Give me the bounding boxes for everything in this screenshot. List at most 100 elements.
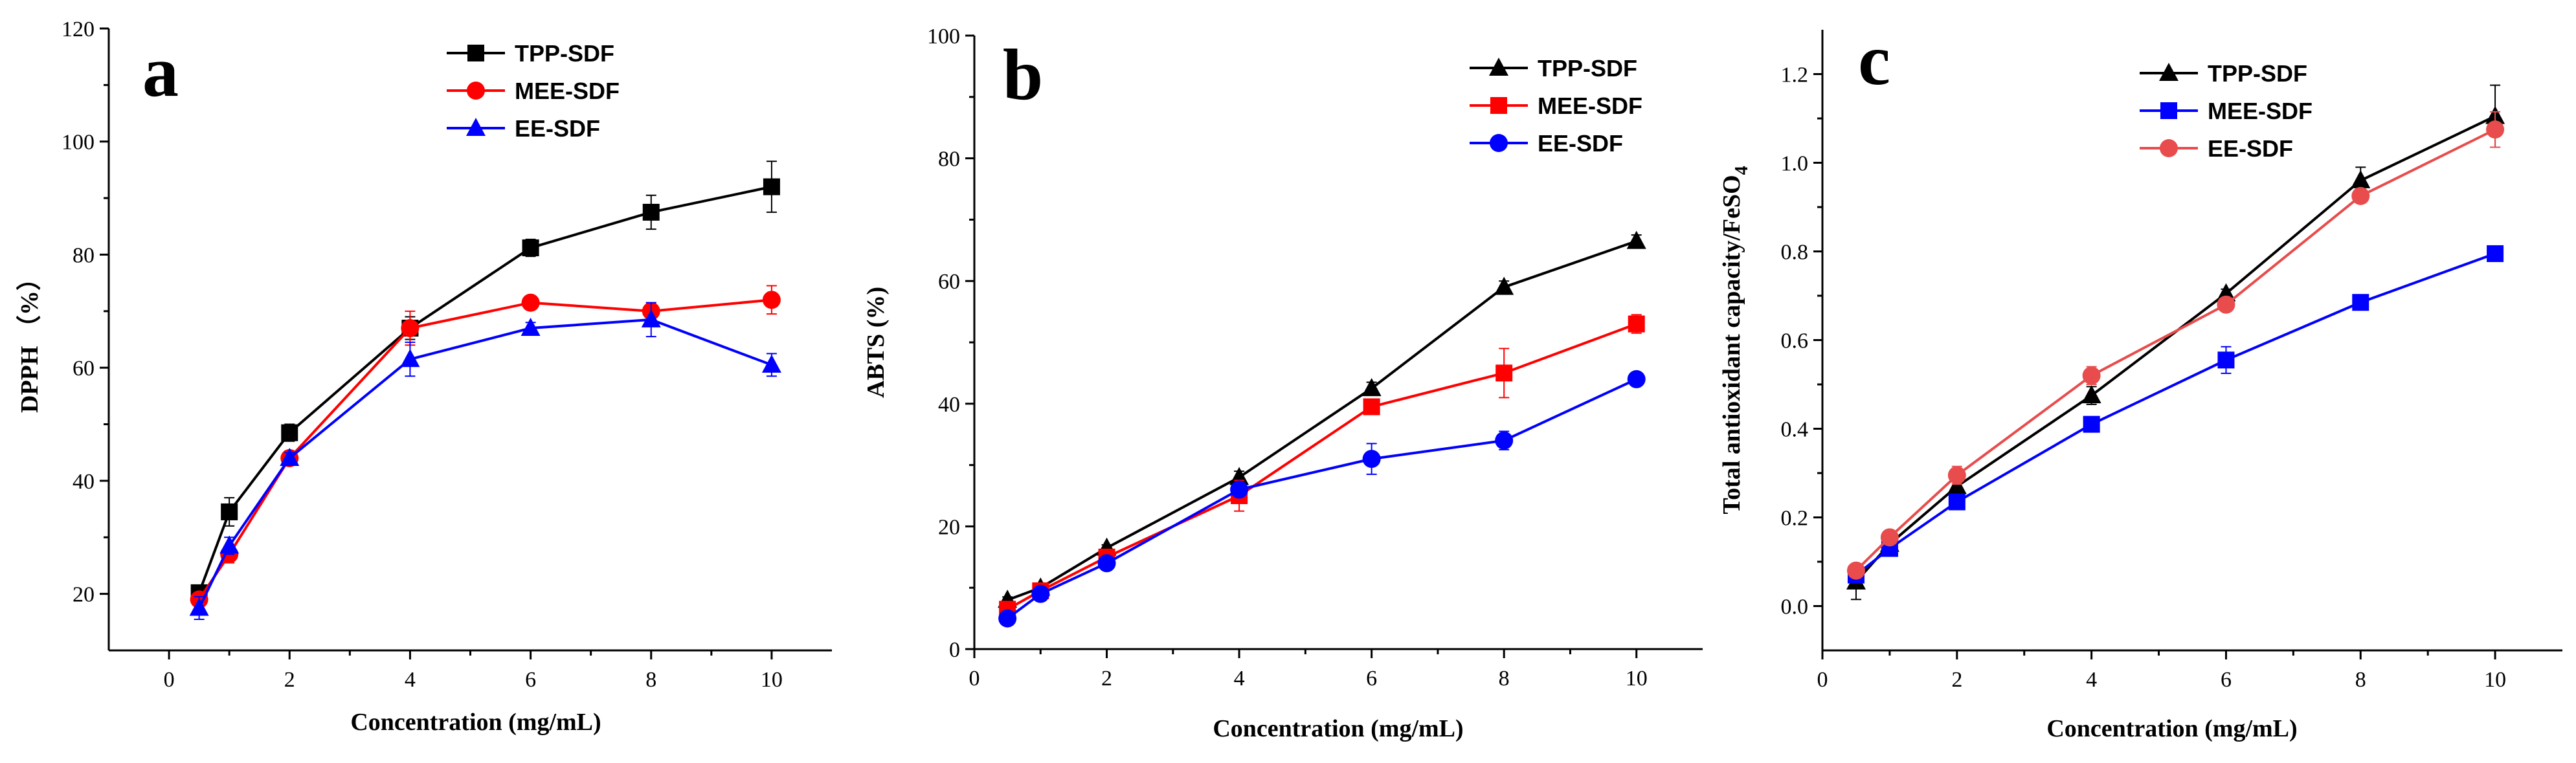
legend-marker bbox=[2160, 139, 2178, 157]
data-point bbox=[401, 319, 420, 338]
chart-panel-c: 0.0 0.2 0.4 0.6 0.8 1.0 1.2 0 2 4 6 8 10 Concentratio… bbox=[1718, 20, 2562, 742]
data-point bbox=[2351, 186, 2370, 205]
x-axis-title: Concentration (mg/mL) bbox=[350, 709, 601, 736]
y-tick-label: 0.2 bbox=[1781, 507, 1809, 531]
data-point bbox=[2352, 294, 2369, 311]
legend-marker bbox=[467, 82, 485, 100]
data-point bbox=[1495, 431, 1514, 450]
data-point bbox=[762, 291, 781, 309]
y-tick-label: 0.0 bbox=[1781, 595, 1809, 619]
x-tick-label: 8 bbox=[645, 668, 656, 692]
x-tick-label: 6 bbox=[2221, 668, 2232, 692]
data-point bbox=[1627, 370, 1646, 388]
data-point bbox=[642, 203, 660, 221]
data-point bbox=[1495, 364, 1513, 382]
y-tick-label: 100 bbox=[927, 25, 960, 49]
x-tick-label: 4 bbox=[1234, 667, 1245, 691]
series-line bbox=[1855, 115, 2496, 583]
legend-label: TPP-SDF bbox=[1538, 55, 1637, 82]
data-point bbox=[189, 597, 209, 616]
data-point bbox=[221, 503, 238, 520]
data-point bbox=[641, 309, 661, 327]
y-tick-label: 0 bbox=[949, 638, 960, 662]
legend-label: EE-SDF bbox=[2208, 135, 2293, 162]
x-tick-label: 2 bbox=[1101, 667, 1112, 691]
data-point bbox=[2083, 415, 2100, 433]
series-line bbox=[1855, 252, 2496, 577]
data-point bbox=[400, 349, 420, 368]
x-tick-label: 0 bbox=[969, 667, 980, 691]
data-point bbox=[1363, 398, 1380, 415]
y-tick-label: 100 bbox=[62, 131, 95, 155]
data-point bbox=[1494, 276, 1514, 295]
data-point bbox=[2082, 366, 2101, 385]
x-tick-label: 0 bbox=[1817, 668, 1828, 692]
legend-label: MEE-SDF bbox=[515, 78, 620, 104]
y-tick-label: 80 bbox=[938, 148, 960, 171]
x-tick-label: 10 bbox=[2484, 668, 2506, 692]
panel-letter: b bbox=[1003, 35, 1043, 115]
data-point bbox=[219, 535, 240, 554]
y-tick-label: 20 bbox=[938, 515, 960, 539]
y-axis-title: DPPH （%） bbox=[16, 266, 43, 413]
series-line bbox=[1007, 239, 1637, 602]
y-tick-label: 40 bbox=[73, 470, 95, 494]
legend-label: EE-SDF bbox=[515, 115, 600, 142]
x-axis-title: Concentration (mg/mL) bbox=[1213, 715, 1463, 742]
data-point bbox=[1362, 450, 1381, 469]
data-point bbox=[1628, 315, 1645, 333]
y-tick-label: 60 bbox=[73, 357, 95, 381]
data-point bbox=[1880, 528, 1899, 547]
y-tick-label: 0.6 bbox=[1781, 329, 1809, 353]
series-line bbox=[1006, 378, 1637, 620]
y-axis-title: Total antioxidant capacity/FeSO4 bbox=[1718, 166, 1752, 514]
legend-marker bbox=[467, 45, 484, 61]
legend-marker bbox=[2159, 63, 2178, 81]
x-tick-label: 4 bbox=[2086, 668, 2097, 692]
chart-panel-b: 0 20 40 60 80 100 0 2 4 6 8 10 Concentration (mg/mL)… bbox=[862, 25, 1703, 742]
data-point bbox=[2216, 283, 2236, 302]
data-point bbox=[2081, 385, 2101, 404]
x-tick-label: 10 bbox=[1626, 667, 1648, 691]
series-mee-sdf bbox=[999, 314, 1645, 618]
x-tick-label: 4 bbox=[405, 668, 416, 692]
y-tick-label: 0.4 bbox=[1781, 418, 1809, 442]
legend-label: TPP-SDF bbox=[515, 40, 614, 67]
y-axis-title: ABTS (%) bbox=[862, 287, 890, 398]
data-point bbox=[2486, 120, 2505, 139]
panel-letter: a bbox=[142, 32, 179, 112]
data-point bbox=[1031, 584, 1050, 603]
data-point bbox=[281, 424, 298, 441]
series-ee-sdf bbox=[998, 370, 1646, 628]
y-tick-label: 1.2 bbox=[1781, 63, 1809, 87]
data-point bbox=[1626, 230, 1646, 249]
y-tick-label: 1.0 bbox=[1781, 152, 1809, 176]
y-tick-label: 60 bbox=[938, 270, 960, 294]
x-tick-label: 0 bbox=[164, 668, 175, 692]
series-line bbox=[197, 185, 772, 593]
data-point bbox=[761, 354, 781, 373]
legend-label: MEE-SDF bbox=[2208, 98, 2313, 124]
x-tick-label: 10 bbox=[761, 668, 783, 692]
x-tick-label: 6 bbox=[1366, 667, 1377, 691]
legend-marker bbox=[1490, 97, 1507, 114]
panel-letter: c bbox=[1858, 20, 1890, 100]
data-point bbox=[1947, 476, 1967, 494]
legend-label: MEE-SDF bbox=[1538, 93, 1642, 119]
chart-panel-a: 20 40 60 80 100 120 0 2 4 6 8 10 Concentration (mg/m… bbox=[16, 17, 832, 736]
legend-label: TPP-SDF bbox=[2208, 60, 2307, 87]
x-tick-label: 8 bbox=[1499, 667, 1510, 691]
series-ee-sdf bbox=[189, 302, 781, 620]
series-line bbox=[197, 298, 772, 601]
y-tick-label: 40 bbox=[938, 393, 960, 417]
x-tick-label: 2 bbox=[1951, 668, 1962, 692]
series-mee-sdf bbox=[1847, 245, 2504, 584]
data-point bbox=[522, 239, 539, 256]
data-point bbox=[1846, 561, 1865, 580]
x-tick-label: 8 bbox=[2355, 668, 2366, 692]
data-point bbox=[280, 447, 300, 466]
x-tick-label: 2 bbox=[284, 668, 295, 692]
y-tick-label: 120 bbox=[62, 17, 95, 41]
data-point bbox=[2487, 245, 2504, 262]
